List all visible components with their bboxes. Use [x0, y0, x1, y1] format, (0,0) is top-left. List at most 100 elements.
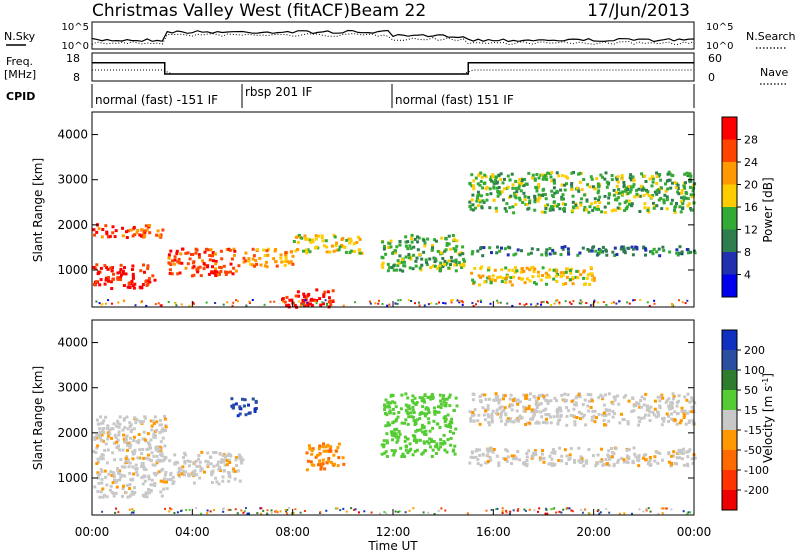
heat-cell [349, 249, 353, 253]
heat-cell [143, 229, 147, 233]
heat-cell [382, 244, 386, 248]
heat-cell [229, 508, 232, 511]
heat-cell [146, 432, 150, 436]
heat-cell [538, 196, 542, 200]
heat-cell [322, 442, 325, 446]
heat-cell [118, 270, 122, 274]
heat-cell [587, 448, 591, 451]
heat-cell [548, 252, 552, 256]
heat-cell [132, 435, 136, 439]
heat-cell [615, 178, 619, 182]
heat-cell [205, 301, 208, 304]
heat-cell [630, 204, 634, 208]
heat-cell [645, 508, 648, 510]
heat-cell [400, 261, 404, 265]
heat-cell [544, 207, 548, 210]
heat-cell [163, 444, 167, 448]
heat-cell [95, 436, 99, 440]
heat-cell [188, 508, 191, 511]
heat-cell [293, 304, 297, 307]
heat-cell [352, 242, 356, 246]
heat-cell [331, 289, 335, 293]
heat-cell [418, 253, 422, 256]
heat-cell [132, 286, 136, 290]
heat-cell [671, 402, 674, 406]
heat-cell [514, 418, 518, 422]
heat-cell [95, 263, 99, 267]
heat-cell [369, 300, 371, 303]
heat-cell [544, 253, 548, 257]
heat-cell [296, 248, 300, 251]
heat-cell [414, 259, 418, 263]
heat-cell [552, 448, 555, 452]
heat-cell [106, 448, 110, 452]
heat-cell [169, 263, 173, 267]
heat-cell [593, 197, 597, 201]
heat-cell [101, 453, 105, 457]
freq-label: Freq. [6, 55, 33, 68]
heat-cell [192, 481, 196, 485]
heat-cell [518, 196, 521, 200]
heat-cell [131, 272, 135, 276]
heat-cell [474, 176, 478, 180]
heat-cell [461, 301, 464, 304]
heat-cell [115, 507, 118, 510]
heat-cell [622, 184, 626, 187]
heat-cell [210, 473, 214, 477]
heat-cell [394, 251, 397, 255]
heat-cell [648, 459, 652, 462]
range-tick-label: 3000 [57, 381, 88, 395]
heat-cell [636, 194, 640, 198]
heat-cell [455, 404, 459, 408]
heat-cell [445, 242, 449, 245]
heat-cell [576, 253, 580, 257]
heat-cell [635, 246, 639, 249]
heat-cell [454, 269, 458, 273]
heat-cell [584, 423, 588, 427]
heat-cell [533, 281, 536, 285]
heat-cell [147, 453, 151, 457]
heat-cell [518, 183, 522, 187]
heat-cell [145, 304, 148, 307]
heat-cell [624, 394, 628, 398]
heat-cell [498, 249, 502, 253]
heat-cell [233, 477, 237, 481]
heat-cell [410, 233, 414, 237]
heat-cell [561, 273, 565, 277]
heat-cell [571, 200, 575, 204]
heat-cell [653, 299, 656, 302]
heat-cell [382, 445, 386, 449]
heat-cell [639, 184, 643, 188]
heat-cell [116, 438, 120, 442]
heat-cell [122, 417, 126, 421]
heat-cell [596, 182, 600, 186]
heat-cell [562, 271, 566, 275]
heat-cell [155, 471, 159, 475]
heat-cell [533, 452, 537, 456]
heat-cell [475, 303, 477, 306]
heat-cell [329, 449, 333, 453]
colorbar-swatch [722, 330, 737, 351]
heat-cell [655, 175, 659, 179]
heat-cell [202, 262, 206, 265]
heat-cell [670, 461, 673, 465]
heat-cell [489, 178, 492, 181]
heat-cell [128, 421, 132, 425]
heat-cell [675, 404, 679, 408]
heat-cell [341, 456, 345, 460]
heat-cell [227, 479, 231, 483]
heat-cell [476, 204, 480, 208]
heat-cell [291, 254, 295, 258]
heat-cell [563, 448, 567, 452]
heat-cell [297, 294, 301, 298]
heat-cell [198, 460, 202, 464]
heat-cell [159, 453, 163, 457]
heat-cell [439, 251, 443, 255]
heat-cell [237, 264, 241, 268]
heat-cell [552, 181, 556, 185]
heat-cell [141, 482, 145, 486]
heat-cell [473, 408, 477, 412]
heat-cell [284, 254, 288, 258]
heat-cell [563, 203, 567, 206]
heat-cell [205, 247, 208, 251]
